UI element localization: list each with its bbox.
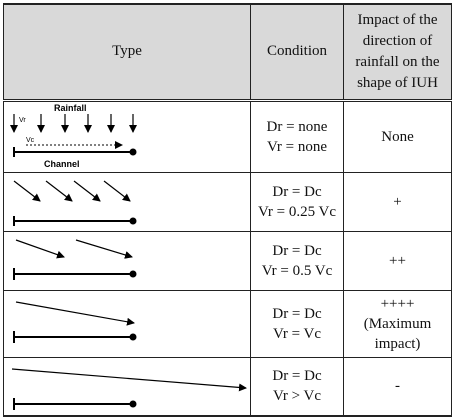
condition: Vr = 0.25 Vc [257, 203, 337, 220]
table: Type Condition Impact of the direction o… [3, 3, 452, 417]
type-cell [3, 171, 251, 232]
impact: + [393, 193, 402, 210]
impact-cell: + [343, 171, 452, 232]
impact: None [381, 128, 414, 145]
type-cell: Rainfall Vr Vc Channel [3, 99, 251, 173]
condition: Dr = none [266, 118, 328, 135]
diagram-label: Vr [19, 117, 26, 124]
condition-cell: Dr = Dc Vr = 0.25 Vc [250, 171, 344, 232]
condition: Dr = Dc [272, 305, 322, 322]
impact: (Maximum impact) [363, 315, 432, 352]
header-cell: Impact of the direction of rainfall on t… [343, 3, 452, 102]
condition: Dr = Dc [272, 368, 322, 384]
diagram [13, 300, 137, 343]
diagram [13, 180, 137, 226]
condition: Dr = Dc [272, 242, 322, 259]
impact-cell: - [343, 356, 452, 417]
condition: Dr = Dc [272, 183, 322, 200]
impact: ++ [389, 252, 406, 269]
type-cell [3, 356, 251, 417]
diagram [11, 367, 247, 410]
impact-cell: ++++ (Maximum impact) [343, 289, 452, 358]
impact: - [395, 378, 400, 394]
condition-cell: Dr = none Vr = none [250, 99, 344, 173]
condition-cell: Dr = Dc Vr = 0.5 Vc [250, 230, 344, 291]
condition-cell: Dr = Dc Vr > Vc [250, 356, 344, 417]
diagram [13, 238, 137, 280]
impact: ++++ [380, 295, 415, 312]
type-cell [3, 289, 251, 358]
condition: Vr = Vc [272, 325, 322, 342]
condition-cell: Dr = Dc Vr = Vc [250, 289, 344, 358]
condition: Vr = 0.5 Vc [261, 262, 333, 279]
condition: Vr > Vc [272, 388, 322, 404]
diagram-label: Channel [44, 159, 80, 169]
diagram-label: Vc [26, 137, 35, 144]
diagram-label: Rainfall [54, 103, 87, 113]
impact-cell: ++ [343, 230, 452, 291]
condition: Vr = none [266, 138, 328, 155]
impact-cell: None [343, 99, 452, 173]
header-cell: Condition [250, 3, 344, 102]
type-cell [3, 230, 251, 291]
header-cell: Type [3, 3, 251, 102]
diagram: Rainfall Vr Vc Channel [10, 103, 137, 169]
